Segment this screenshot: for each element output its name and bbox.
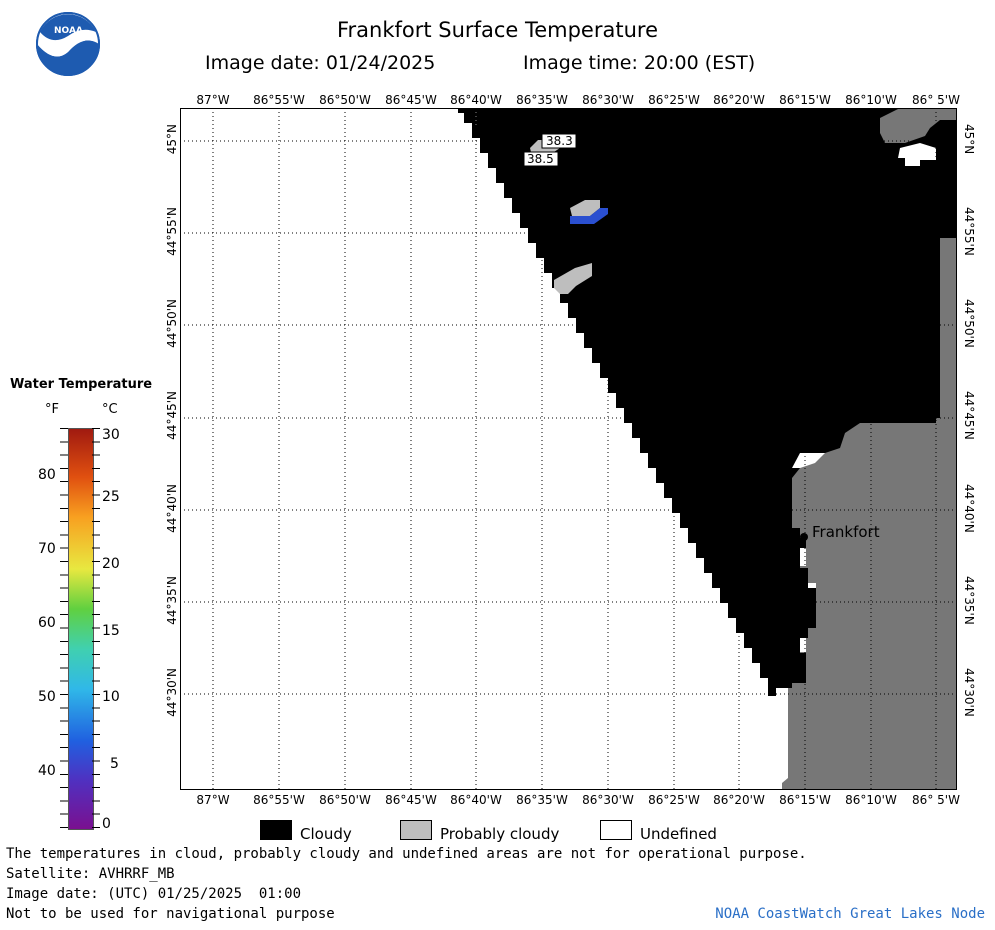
lon-label: 86°50'W xyxy=(319,93,371,107)
lat-label: 44°45'N xyxy=(962,391,976,440)
lat-label: 44°30'N xyxy=(165,668,179,717)
lon-label: 86°40'W xyxy=(450,793,502,807)
lat-label: 44°50'N xyxy=(962,299,976,348)
lon-label: 87°W xyxy=(196,793,230,807)
lat-label: 44°45'N xyxy=(165,391,179,440)
lat-label: 44°40'N xyxy=(165,484,179,533)
lon-label: 86°30'W xyxy=(582,93,634,107)
f-tick: 50 xyxy=(38,689,56,705)
lon-label: 86°55'W xyxy=(253,93,305,107)
lon-label: 86°25'W xyxy=(648,793,700,807)
lat-label: 44°55'N xyxy=(165,207,179,256)
lon-label: 86°20'W xyxy=(713,93,765,107)
temp-label: 38.3 xyxy=(546,134,573,148)
probably-cloudy-patch xyxy=(570,200,600,216)
lon-label: 86°20'W xyxy=(713,793,765,807)
footer-utc-date: Image date: (UTC) 01/25/2025 01:00 xyxy=(6,886,302,902)
legend-swatch-undefined xyxy=(600,820,632,840)
footer-satellite: Satellite: AVHRRF_MB xyxy=(6,866,175,882)
footer-nav-note: Not to be used for navigational purpose xyxy=(6,906,335,922)
c-tick: 10 xyxy=(102,689,120,705)
frankfort-marker xyxy=(800,533,808,541)
footer-credit: NOAA CoastWatch Great Lakes Node xyxy=(715,906,985,922)
map-svg: 38.3 38.5 Frankfort xyxy=(180,108,957,790)
lat-label: 44°35'N xyxy=(165,576,179,625)
noaa-logo: NOAA xyxy=(36,12,100,76)
temp-label: 38.5 xyxy=(527,152,554,166)
c-tick: 25 xyxy=(102,489,120,505)
lat-label: 44°50'N xyxy=(165,299,179,348)
lon-label: 86°30'W xyxy=(582,793,634,807)
lon-label: 86°35'W xyxy=(516,793,568,807)
probably-cloudy-patch xyxy=(554,263,592,294)
lon-label: 86°50'W xyxy=(319,793,371,807)
colorbar-ticks-right xyxy=(92,428,100,828)
map-panel: 38.3 38.5 Frankfort xyxy=(180,108,957,790)
lon-label: 86°35'W xyxy=(516,93,568,107)
lat-label: 44°30'N xyxy=(962,668,976,717)
c-tick: 0 xyxy=(102,816,111,832)
lon-label: 86° 5'W xyxy=(912,93,960,107)
unit-f: °F xyxy=(45,402,59,417)
lon-label: 86°10'W xyxy=(845,793,897,807)
legend-swatch-probably-cloudy xyxy=(400,820,432,840)
lat-label: 45°N xyxy=(962,124,976,155)
c-tick: 15 xyxy=(102,623,120,639)
logo-text: NOAA xyxy=(54,26,83,36)
cloudy-area xyxy=(458,108,957,698)
lat-label: 44°35'N xyxy=(962,576,976,625)
lat-label: 44°55'N xyxy=(962,207,976,256)
lon-label: 86°45'W xyxy=(385,93,437,107)
lon-label: 86°55'W xyxy=(253,793,305,807)
c-tick: 5 xyxy=(110,756,119,772)
page-title: Frankfort Surface Temperature xyxy=(336,18,658,42)
lon-label: 86°10'W xyxy=(845,93,897,107)
lon-label: 86°25'W xyxy=(648,93,700,107)
c-tick: 20 xyxy=(102,556,120,572)
image-time: Image time: 20:00 (EST) xyxy=(523,52,756,74)
land-area xyxy=(782,238,957,790)
footer-note: The temperatures in cloud, probably clou… xyxy=(6,846,807,862)
f-tick: 70 xyxy=(38,541,56,557)
lon-label: 86°15'W xyxy=(779,793,831,807)
land-ne xyxy=(880,108,957,143)
image-date: Image date: 01/24/2025 xyxy=(205,52,436,74)
cold-water-patch xyxy=(570,208,608,224)
unit-c: °C xyxy=(102,402,118,417)
lat-label: 45°N xyxy=(165,124,179,155)
f-tick: 60 xyxy=(38,615,56,631)
legend-label-cloudy: Cloudy xyxy=(300,825,352,843)
colorbar-title: Water Temperature xyxy=(10,377,153,392)
lon-label: 86°45'W xyxy=(385,793,437,807)
legend-swatch-cloudy xyxy=(260,820,292,840)
undefined-ne xyxy=(898,143,936,166)
f-tick: 40 xyxy=(38,763,56,779)
city-label: Frankfort xyxy=(812,523,880,541)
lon-label: 87°W xyxy=(196,93,230,107)
f-tick: 80 xyxy=(38,467,56,483)
lon-label: 86° 5'W xyxy=(912,793,960,807)
legend-label-probably-cloudy: Probably cloudy xyxy=(440,825,560,843)
lon-label: 86°40'W xyxy=(450,93,502,107)
lon-label: 86°15'W xyxy=(779,93,831,107)
legend-label-undefined: Undefined xyxy=(640,825,717,843)
lat-label: 44°40'N xyxy=(962,484,976,533)
c-tick: 30 xyxy=(102,427,120,443)
